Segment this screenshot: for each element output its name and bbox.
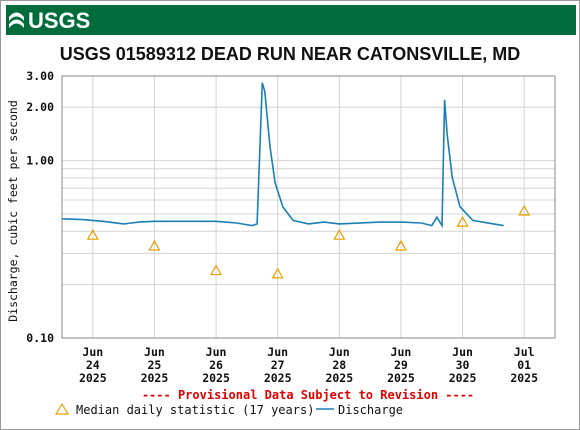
usgs-banner: USGS	[6, 5, 576, 35]
discharge-line	[61, 82, 504, 229]
x-tick-label: 24	[86, 358, 100, 372]
median-point	[518, 204, 531, 216]
legend: Median daily statistic (17 years) Discha…	[54, 402, 403, 417]
y-tick-label: 3.00	[26, 69, 54, 83]
median-point	[394, 239, 407, 251]
median-point	[86, 228, 99, 240]
x-tick-label: Jun	[391, 345, 412, 359]
y-axis-label: Discharge, cubic feet per second	[6, 100, 20, 322]
x-tick-label: 28	[332, 358, 346, 372]
plot-border	[61, 75, 556, 339]
x-tick-label: 2025	[79, 371, 107, 385]
y-tick-label: 2.00	[26, 100, 54, 114]
chart-title: USGS 01589312 DEAD RUN NEAR CATONSVILLE,…	[60, 44, 520, 64]
x-tick-label: Jun	[329, 345, 350, 359]
x-tick-label: Jun	[206, 345, 227, 359]
y-axis-ticks: 3.00 2.00 1.00 0.10	[26, 69, 54, 345]
x-tick-label: Jun	[267, 345, 288, 359]
y-tick-label: 0.10	[26, 331, 54, 345]
x-axis-ticks: Jun242025Jun252025Jun262025Jun272025Jun2…	[79, 345, 538, 385]
usgs-logo-text: USGS	[28, 8, 90, 33]
x-tick-label: Jun	[452, 345, 473, 359]
median-point	[333, 228, 346, 240]
x-tick-label: 01	[517, 358, 531, 372]
x-tick-label: Jul	[514, 345, 535, 359]
x-tick-label: 2025	[325, 371, 353, 385]
median-point	[271, 267, 284, 279]
usgs-logo: USGS	[9, 8, 90, 33]
x-tick-label: 2025	[387, 371, 415, 385]
legend-median-marker	[54, 402, 70, 415]
median-point	[210, 264, 223, 276]
median-series	[86, 204, 531, 279]
median-point	[148, 239, 161, 251]
x-tick-label: 29	[394, 358, 408, 372]
x-tick-label: 2025	[510, 371, 538, 385]
x-tick-label: 26	[209, 358, 223, 372]
x-tick-label: 2025	[202, 371, 230, 385]
median-point	[456, 215, 469, 227]
y-tick-label: 1.00	[26, 154, 54, 168]
x-tick-label: Jun	[144, 345, 165, 359]
x-tick-label: Jun	[82, 345, 103, 359]
legend-median-label: Median daily statistic (17 years)	[76, 403, 314, 417]
x-tick-label: 27	[271, 358, 285, 372]
legend-discharge-label: Discharge	[338, 403, 403, 417]
discharge-series	[61, 82, 504, 229]
x-tick-label: 30	[456, 358, 470, 372]
x-tick-label: 2025	[141, 371, 169, 385]
plot-area	[62, 76, 555, 338]
x-tick-label: 25	[148, 358, 162, 372]
provisional-annotation: ---- Provisional Data Subject to Revisio…	[142, 388, 474, 402]
x-tick-label: 2025	[264, 371, 292, 385]
x-tick-label: 2025	[449, 371, 477, 385]
